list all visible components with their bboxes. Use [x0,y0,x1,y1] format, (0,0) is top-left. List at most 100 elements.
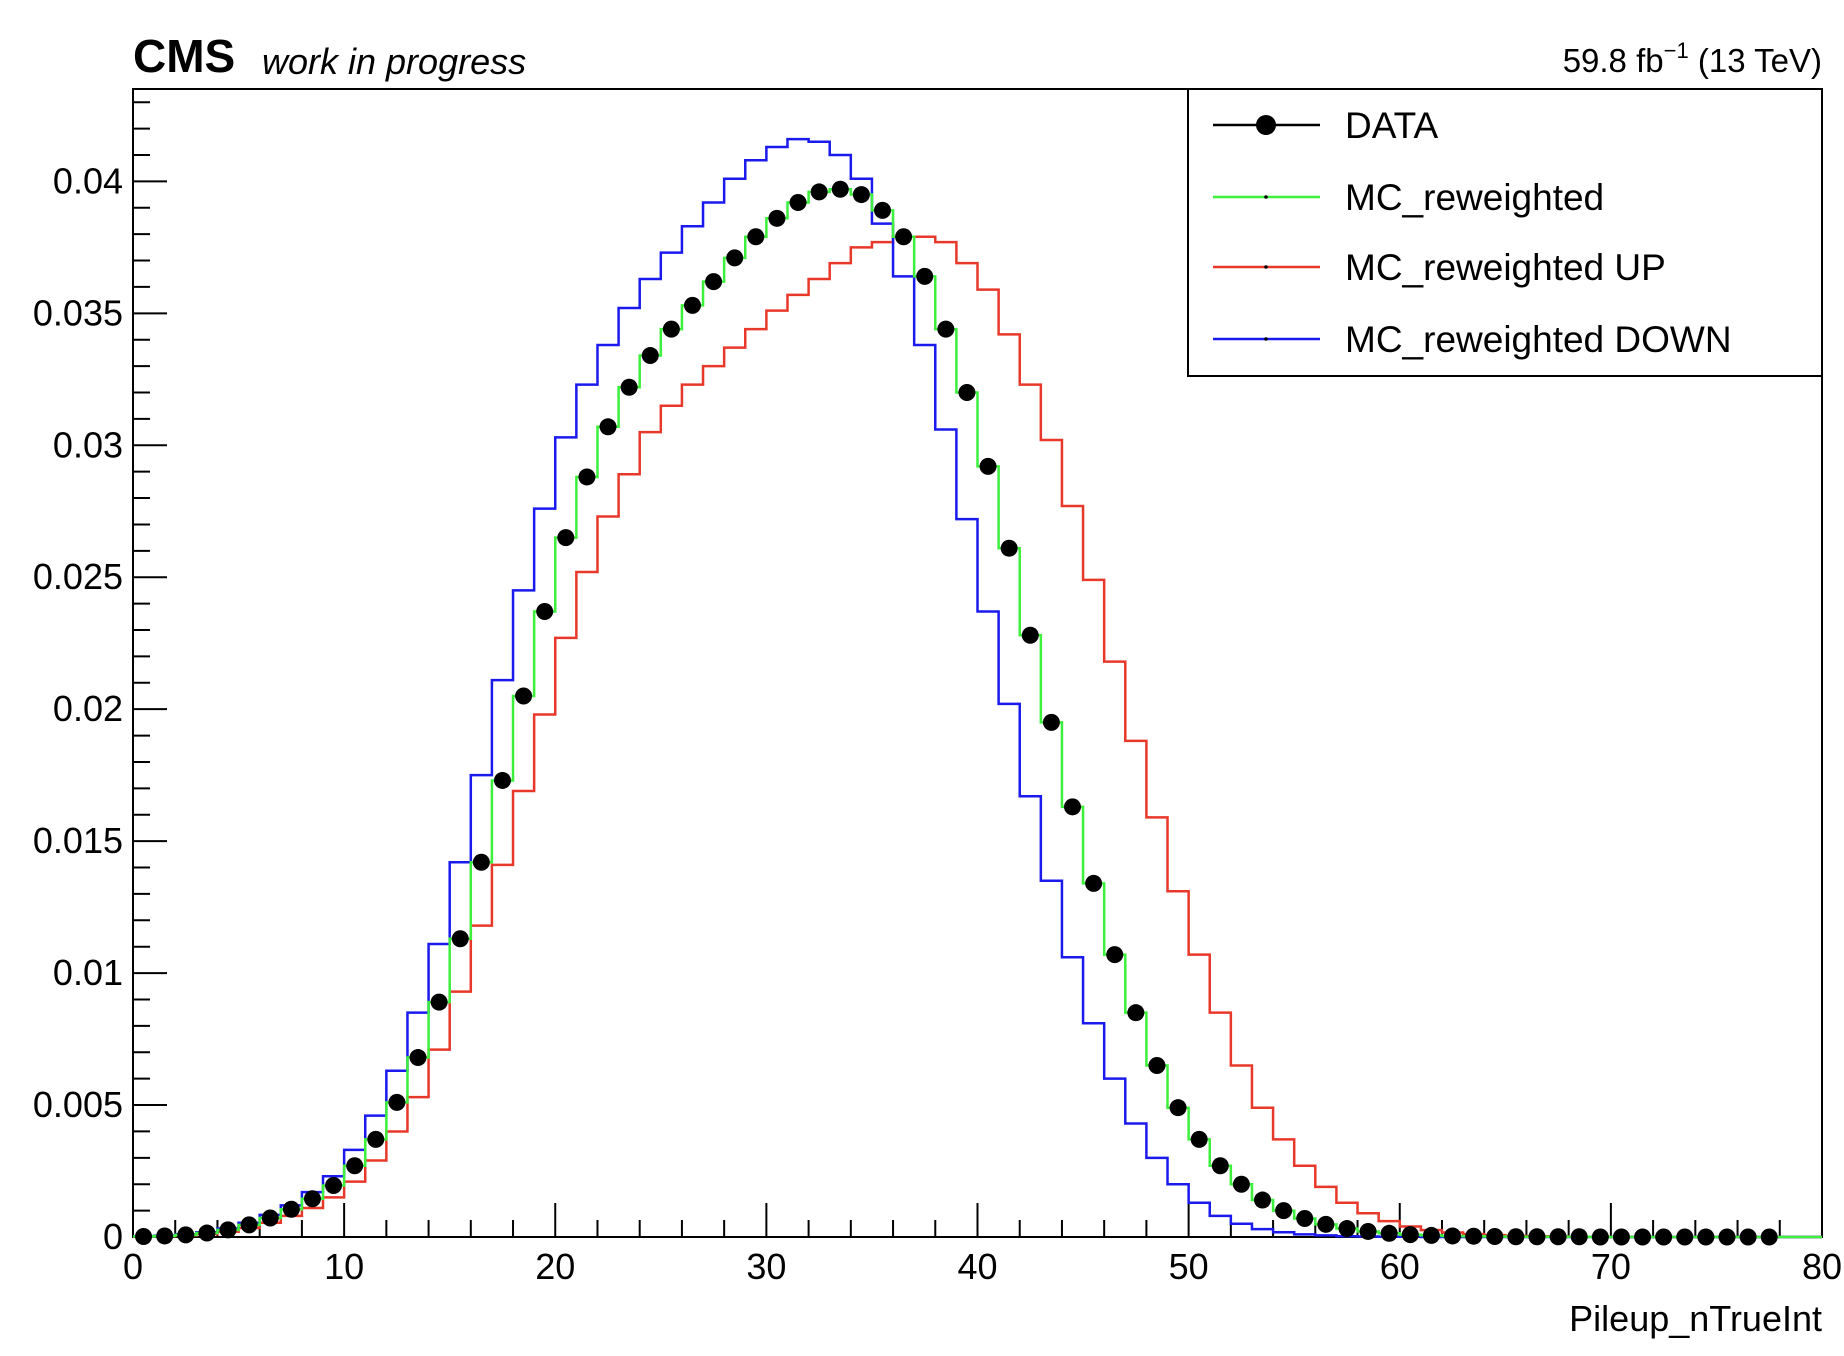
x-tick-label: 80 [1802,1246,1842,1287]
data-point [1148,1056,1166,1074]
data-point [747,228,765,246]
data-point [1190,1130,1208,1148]
data-point [852,186,870,204]
data-point [831,180,849,198]
data-point [1655,1228,1673,1246]
y-tick-label: 0.01 [53,952,123,993]
data-point [1549,1228,1567,1246]
x-tick-label: 10 [324,1246,364,1287]
data-point [451,930,469,948]
data-point [873,201,891,219]
data-point [1634,1228,1652,1246]
data-point [958,383,976,401]
data-point [1507,1228,1525,1246]
data-point [1676,1228,1694,1246]
data-point [1317,1215,1335,1233]
legend-label-mc-reweighted-down: MC_reweighted DOWN [1345,319,1732,360]
data-point [1612,1228,1630,1246]
luminosity-label: 59.8 fb−1 (13 TeV) [1563,38,1822,79]
data-point [662,320,680,338]
data-point [789,193,807,211]
data-point [620,378,638,396]
legend-dot-mc-reweighted-up [1264,265,1268,269]
data-point [768,209,786,227]
data-point [1275,1202,1293,1220]
data-point [1718,1228,1736,1246]
y-axis-ticks [133,101,167,1238]
data-point [1254,1191,1272,1209]
x-tick-label: 20 [535,1246,575,1287]
data-point [1380,1224,1398,1242]
data-point [219,1221,237,1239]
data-point [303,1190,321,1208]
legend-label-mc-reweighted: MC_reweighted [1345,177,1604,218]
y-axis-tick-labels: 0 0.005 0.01 0.015 0.02 0.025 0.03 0.035 0.04 [33,160,123,1257]
data-point [979,457,997,475]
legend-box [1187,88,1823,377]
y-tick-label: 0.04 [53,160,123,201]
y-tick-label: 0.005 [33,1084,123,1125]
data-point [346,1157,364,1175]
data-point [937,320,955,338]
legend-label-data: DATA [1345,105,1439,146]
data-point [1465,1227,1483,1245]
data-point [916,267,934,285]
data-point [683,296,701,314]
data-point [1211,1157,1229,1175]
data-point [1528,1228,1546,1246]
data-point [177,1226,195,1244]
data-point [409,1049,427,1067]
legend-dot-mc-reweighted-down [1264,337,1268,341]
data-point [1422,1226,1440,1244]
legend-dot-mc-reweighted [1264,195,1268,199]
experiment-label: CMS [133,30,235,82]
data-point [1042,713,1060,731]
data-point [810,183,828,201]
data-point [1021,626,1039,644]
data-point [1401,1226,1419,1244]
data-point [641,347,659,365]
data-point [1296,1210,1314,1228]
data-point [1444,1227,1462,1245]
data-point [536,603,554,621]
data-point [430,993,448,1011]
data-point [388,1093,406,1111]
data-point [156,1227,174,1245]
data-point [1127,1004,1145,1022]
data-point [1106,946,1124,964]
data-point [1000,539,1018,557]
data-point [578,468,596,486]
data-point [1570,1228,1588,1246]
data-point [261,1209,279,1227]
data-point [599,418,617,436]
data-point [493,771,511,789]
data-point [1760,1228,1778,1246]
data-point [1232,1175,1250,1193]
data-point [325,1177,343,1195]
data-point [726,249,744,267]
data-point [515,687,533,705]
data-point [1739,1228,1757,1246]
y-tick-label: 0 [103,1216,123,1257]
x-tick-label: 30 [746,1246,786,1287]
x-axis-title: Pileup_nTrueInt [1569,1298,1822,1339]
data-point [1085,874,1103,892]
data-point [1591,1228,1609,1246]
y-tick-label: 0.015 [33,820,123,861]
y-tick-label: 0.025 [33,556,123,597]
data-point [472,853,490,871]
data-point [198,1224,216,1242]
data-point [282,1200,300,1218]
data-point [895,228,913,246]
data-point [1359,1222,1377,1240]
x-axis-tick-labels: 0 10 20 30 40 50 60 70 80 [123,1246,1842,1287]
data-point [1338,1220,1356,1238]
y-tick-label: 0.03 [53,424,123,465]
data-point [135,1227,153,1245]
data-point [1697,1228,1715,1246]
x-tick-label: 70 [1591,1246,1631,1287]
y-tick-label: 0.02 [53,688,123,729]
y-tick-label: 0.035 [33,292,123,333]
data-markers [135,180,1778,1246]
